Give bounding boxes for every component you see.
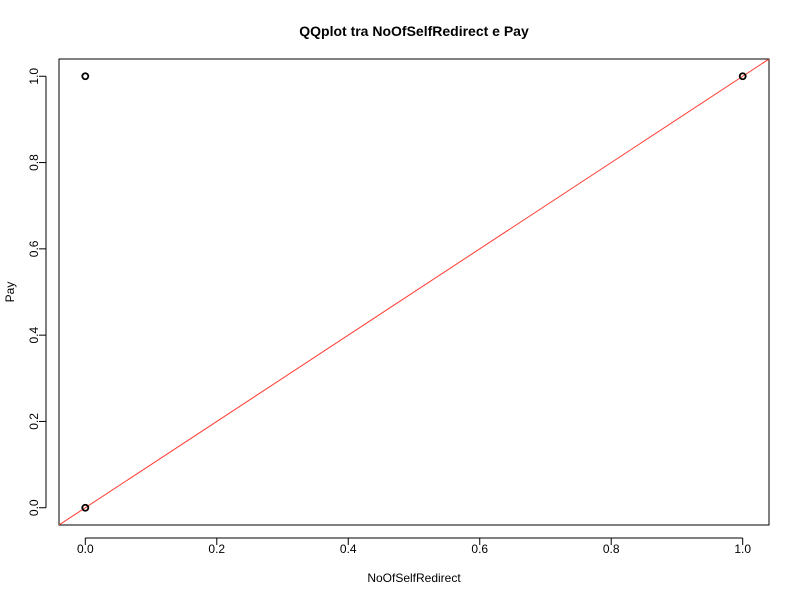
scatter-points [81, 72, 747, 512]
x-axis-ticks: 0.0 0.2 0.4 0.6 0.8 1.0 [77, 538, 751, 556]
x-tick-label: 0.6 [471, 542, 488, 556]
chart-title: QQplot tra NoOfSelfRedirect e Pay [299, 23, 529, 39]
x-tick-label: 0.2 [208, 542, 225, 556]
y-tick-label: 0.4 [27, 326, 41, 343]
y-axis-ticks: 0.0 0.2 0.4 0.6 0.8 1.0 [27, 68, 46, 516]
data-point [738, 72, 747, 81]
data-point [81, 72, 90, 81]
data-point [81, 503, 90, 512]
x-tick-label: 1.0 [734, 542, 751, 556]
y-axis-label: Pay [3, 282, 17, 303]
x-axis-label: NoOfSelfRedirect [367, 571, 461, 585]
y-tick-label: 0.8 [27, 154, 41, 171]
y-tick-label: 0.6 [27, 240, 41, 257]
y-tick-label: 1.0 [27, 68, 41, 85]
x-tick-label: 0.0 [77, 542, 94, 556]
y-tick-label: 0.0 [27, 499, 41, 516]
x-tick-label: 0.8 [603, 542, 620, 556]
y-tick-label: 0.2 [27, 413, 41, 430]
plot-area-frame [58, 58, 770, 526]
x-tick-label: 0.4 [340, 542, 357, 556]
reference-line [59, 59, 769, 525]
